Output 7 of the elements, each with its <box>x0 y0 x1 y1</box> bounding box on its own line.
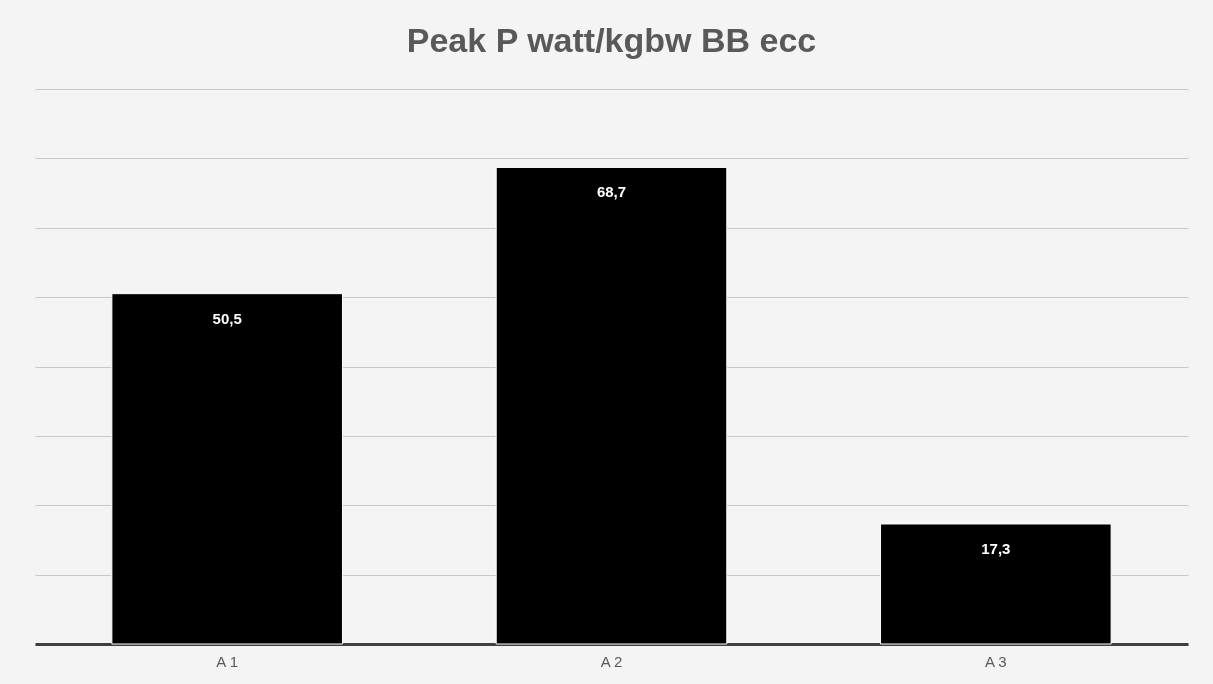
chart-title: Peak P watt/kgbw BB ecc <box>406 21 817 59</box>
data-label: 50,5 <box>212 309 242 327</box>
x-tick-label: A 1 <box>216 652 239 670</box>
data-label: 68,7 <box>596 183 627 201</box>
data-label: 17,3 <box>981 539 1011 557</box>
x-tick-label: A 3 <box>984 652 1007 670</box>
x-tick-label: A 2 <box>600 652 623 670</box>
